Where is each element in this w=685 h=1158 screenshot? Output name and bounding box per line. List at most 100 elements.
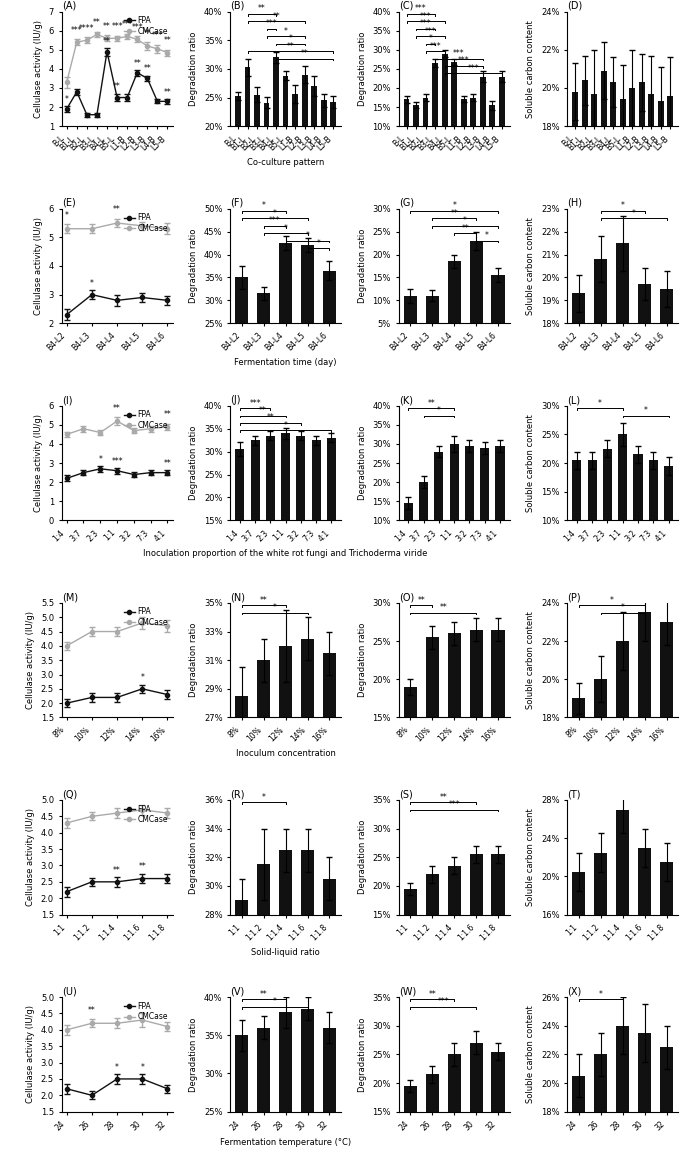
- Text: *: *: [463, 217, 467, 226]
- Bar: [449, 444, 459, 558]
- Bar: [447, 1055, 461, 1158]
- Text: (U): (U): [62, 987, 77, 996]
- Text: *: *: [284, 27, 288, 36]
- Bar: [235, 449, 245, 589]
- Bar: [423, 97, 429, 164]
- Text: *: *: [284, 420, 288, 430]
- Text: (X): (X): [567, 987, 582, 996]
- Text: (D): (D): [567, 1, 582, 10]
- Bar: [491, 630, 505, 833]
- Text: **: **: [113, 205, 121, 214]
- Bar: [469, 1043, 483, 1158]
- Text: *: *: [273, 603, 277, 613]
- Text: *: *: [452, 201, 456, 211]
- Text: **: **: [260, 990, 268, 999]
- Bar: [403, 295, 417, 346]
- Bar: [403, 504, 413, 558]
- Bar: [257, 1027, 271, 1158]
- Bar: [594, 259, 608, 735]
- Text: ***: ***: [111, 456, 123, 466]
- Bar: [658, 102, 664, 470]
- Bar: [601, 71, 606, 470]
- Text: ***: ***: [249, 398, 261, 408]
- Text: **: **: [164, 459, 171, 468]
- Bar: [660, 1047, 673, 1158]
- Text: *: *: [273, 208, 277, 218]
- Bar: [432, 64, 438, 164]
- Bar: [480, 448, 489, 558]
- Bar: [301, 850, 314, 1158]
- Bar: [480, 76, 486, 164]
- Bar: [425, 1075, 439, 1158]
- Text: (T): (T): [567, 790, 581, 799]
- Text: *: *: [273, 997, 277, 1006]
- Text: **: **: [450, 208, 458, 218]
- Text: **: **: [134, 59, 141, 67]
- Bar: [649, 460, 658, 578]
- Bar: [594, 1055, 608, 1158]
- Bar: [403, 687, 417, 833]
- Bar: [321, 101, 327, 241]
- X-axis label: Fermentation temperature (°C): Fermentation temperature (°C): [220, 1138, 351, 1148]
- Text: ***: ***: [415, 5, 427, 13]
- Bar: [292, 94, 298, 241]
- Text: ***: ***: [425, 27, 436, 36]
- Bar: [616, 642, 630, 1061]
- Bar: [582, 80, 588, 470]
- X-axis label: Fermentation time (day): Fermentation time (day): [234, 358, 337, 367]
- Text: **: **: [138, 863, 146, 871]
- Bar: [572, 1076, 586, 1158]
- Bar: [491, 1051, 505, 1158]
- Bar: [638, 848, 651, 1068]
- Bar: [403, 889, 417, 1001]
- Text: ***: ***: [438, 997, 449, 1006]
- Text: **: **: [260, 595, 268, 604]
- Text: *: *: [621, 603, 625, 613]
- X-axis label: Co-culture pattern: Co-culture pattern: [247, 157, 324, 167]
- Bar: [620, 100, 625, 470]
- Bar: [251, 440, 260, 589]
- Text: ***: ***: [420, 20, 432, 28]
- Text: **: **: [417, 595, 425, 604]
- Bar: [403, 1086, 417, 1158]
- Text: **: **: [301, 49, 308, 58]
- Bar: [616, 243, 630, 735]
- Text: ***: ***: [420, 12, 432, 21]
- Bar: [495, 446, 505, 558]
- Bar: [297, 435, 306, 589]
- Bar: [235, 96, 241, 241]
- Bar: [469, 855, 483, 1001]
- Bar: [630, 88, 635, 470]
- Legend: FPA, CMCase: FPA, CMCase: [123, 15, 169, 36]
- Bar: [312, 440, 321, 589]
- Text: *: *: [115, 1063, 119, 1072]
- Bar: [638, 613, 651, 1061]
- Text: **: **: [272, 12, 280, 21]
- Bar: [491, 855, 505, 1001]
- Bar: [425, 874, 439, 1001]
- Y-axis label: Degradation ratio: Degradation ratio: [189, 623, 198, 697]
- Text: **: **: [258, 5, 266, 13]
- Text: (C): (C): [399, 1, 413, 10]
- Text: (K): (K): [399, 395, 413, 405]
- Y-axis label: Soluble carbon content: Soluble carbon content: [527, 808, 536, 907]
- Y-axis label: Degradation ratio: Degradation ratio: [358, 1017, 367, 1092]
- Text: ***: ***: [266, 20, 277, 28]
- Bar: [634, 454, 643, 578]
- Text: (O): (O): [399, 592, 414, 602]
- Bar: [465, 446, 474, 558]
- Y-axis label: Degradation ratio: Degradation ratio: [189, 1017, 199, 1092]
- Text: ***: ***: [132, 23, 143, 31]
- Text: (G): (G): [399, 198, 414, 208]
- Bar: [311, 86, 317, 241]
- Bar: [469, 630, 483, 833]
- Y-axis label: Degradation ratio: Degradation ratio: [358, 426, 367, 500]
- Y-axis label: Soluble carbon content: Soluble carbon content: [527, 611, 536, 709]
- Text: (J): (J): [230, 395, 240, 405]
- Y-axis label: Cellulase activity (IU/g): Cellulase activity (IU/g): [26, 1005, 35, 1104]
- Bar: [451, 63, 457, 164]
- Text: **: **: [113, 404, 121, 412]
- Text: **: **: [439, 603, 447, 613]
- Bar: [245, 67, 251, 241]
- Bar: [235, 900, 249, 1158]
